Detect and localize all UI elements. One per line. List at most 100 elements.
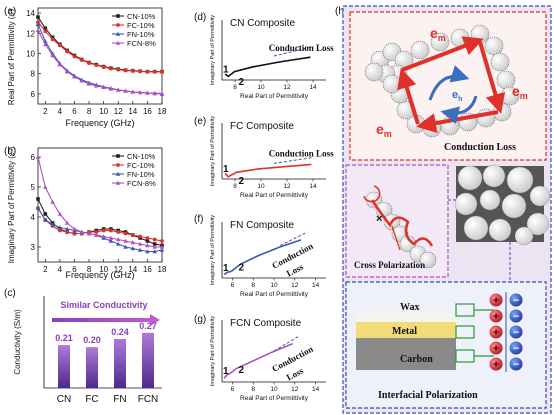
microsphere: [463, 215, 489, 241]
b-data-point: [116, 237, 121, 242]
cole-xlabel: Real Part of Permittivity: [240, 395, 309, 402]
microsphere: [529, 185, 551, 207]
region-label-2: 2: [239, 263, 245, 274]
b-legend-marker: [115, 171, 121, 176]
b-xtick-label: 2: [43, 265, 48, 274]
panel-b-series: [35, 154, 165, 254]
carbon-layer: [356, 338, 456, 370]
a-data-point: [108, 86, 114, 91]
interfacial-polarization-label: Interfacial Polarization: [378, 390, 478, 401]
carbon-particle: [364, 62, 384, 82]
b-data-point: [130, 233, 135, 237]
a-legend-label: FN-10%: [127, 30, 155, 39]
b-data-point: [145, 249, 150, 254]
b-data-point: [130, 246, 136, 251]
b-data-point: [145, 236, 150, 240]
cole-xlabel: Real Part of Permittivity: [240, 291, 309, 298]
region-label-1: 1: [223, 263, 229, 274]
cole-xtick-label: 14: [309, 183, 317, 190]
panel-a-series: [35, 15, 165, 96]
cole-xtick-label: 8: [233, 183, 237, 190]
b-data-point: [35, 154, 41, 159]
cole-panel-label: (d): [194, 12, 206, 23]
b-data-point: [36, 197, 40, 201]
metal-bracket: [455, 325, 475, 339]
b-data-point: [43, 212, 48, 216]
negative-charge: [509, 357, 523, 371]
a-data-point: [86, 81, 92, 86]
bar-category-label: FN: [113, 394, 126, 405]
wax-label: Wax: [400, 302, 419, 313]
b-data-point: [145, 243, 150, 248]
conduction-arrows: [397, 36, 506, 134]
cole-xtick-label: 8: [233, 84, 237, 91]
b-data-point: [50, 199, 55, 204]
microsphere: [479, 189, 501, 211]
a-data-point: [130, 89, 136, 94]
carbon-label: Carbon: [400, 354, 433, 365]
a-data-point: [43, 42, 48, 47]
a-data-point: [50, 37, 55, 42]
b-legend-label: FC-10%: [127, 161, 155, 170]
em-label-right: em: [512, 83, 528, 101]
cole-xtick-label: 8: [251, 386, 255, 393]
a-data-point: [109, 66, 113, 71]
b-data-point: [116, 230, 121, 234]
cole-xtick-label: 12: [283, 84, 291, 91]
b-xtick-label: 6: [72, 265, 77, 274]
b-data-point: [123, 231, 128, 236]
a-data-point: [35, 28, 41, 33]
b-data-point: [123, 244, 128, 249]
panel-c-bars: 0.21 CN 0.20 FC 0.24 FN 0.27 FCN: [55, 321, 158, 405]
region-label-2: 2: [239, 365, 245, 376]
panel-a-xlabel: Frequency (GHz): [65, 118, 134, 128]
panel-a-label: (a): [4, 6, 16, 17]
microsphere: [514, 226, 534, 246]
region-label-2: 2: [239, 77, 245, 88]
a-legend-label: FCN-8%: [127, 39, 156, 48]
cole-xtick-label: 14: [312, 282, 320, 289]
b-xtick-label: 4: [58, 265, 63, 274]
a-legend-marker: [115, 31, 121, 36]
cole-xtick-label: 12: [291, 282, 299, 289]
cole-xtick-label: 8: [251, 282, 255, 289]
panel-a-ylabel: Real Part of Permittivity (ε'): [7, 9, 16, 106]
b-data-point: [160, 239, 164, 243]
microsphere: [501, 193, 527, 219]
cole-xtick-label: 14: [309, 84, 317, 91]
b-data-point: [101, 234, 106, 239]
bar-value-label: 0.27: [139, 321, 157, 331]
cole-panel-g: (g) FCN Composite Imaginary Part of Permit…: [194, 314, 326, 402]
positive-charge: [489, 325, 503, 339]
a-data-point: [152, 90, 157, 95]
a-data-point: [72, 54, 77, 59]
a-data-point: [50, 53, 55, 58]
cole-panel-f: (f) FN Composite Imaginary Part of Permitt…: [194, 214, 326, 298]
a-data-point: [94, 63, 99, 67]
b-data-point: [79, 229, 84, 234]
panel-a-xticks: 2 4 6 8 10 12 14 16 18: [43, 101, 167, 116]
b-series-line: [37, 198, 163, 247]
cole-panel-e: (e) FC Composite Imaginary Part of Permitt…: [194, 116, 334, 199]
b-data-point: [57, 225, 63, 230]
microsphere: [454, 192, 478, 216]
b-data-point: [138, 234, 143, 239]
cole-cole-panels: (d) CN Composite Imaginary Part of Permitt…: [194, 12, 334, 402]
a-data-point: [145, 90, 150, 95]
conductivity-bar: [142, 332, 154, 388]
b-data-point: [152, 249, 157, 254]
a-legend-label: CN-10%: [127, 12, 156, 21]
panel-b-ylabel: Imaginary Part of Permittivity (ε''): [7, 146, 16, 263]
negative-charge-sign: −: [513, 312, 519, 323]
cole-annotation: Loss: [285, 365, 306, 382]
b-data-point: [159, 247, 165, 252]
conductivity-bar: [86, 347, 98, 388]
panel-b-yticks: 3 4 5 6: [31, 153, 41, 252]
negative-charge: [509, 325, 523, 339]
microsphere: [526, 212, 550, 236]
a-data-point: [116, 87, 121, 92]
b-legend-label: FCN-8%: [127, 179, 156, 188]
b-ytick-label: 5: [31, 183, 36, 192]
